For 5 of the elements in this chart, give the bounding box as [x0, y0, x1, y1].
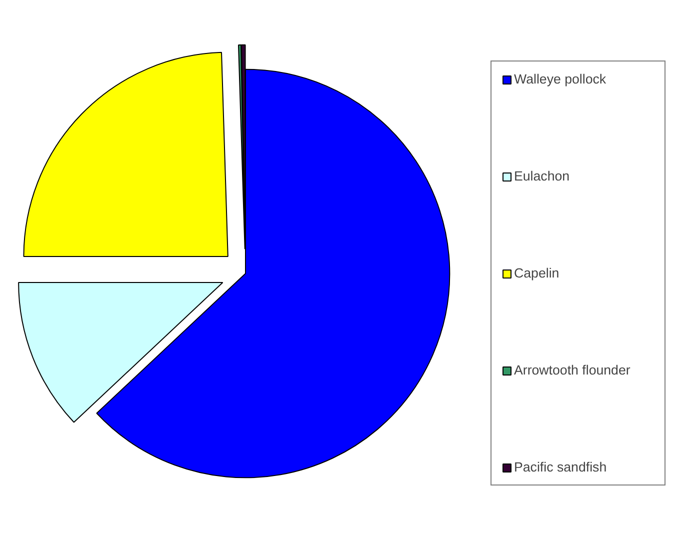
legend-label: Capelin	[514, 266, 560, 280]
legend-label: Eulachon	[514, 168, 571, 184]
legend-label: Walleye pollock	[514, 72, 608, 86]
legend-label: Arrowtooth flounder	[514, 362, 632, 378]
legend-label: Pacific sandfish	[514, 460, 608, 474]
